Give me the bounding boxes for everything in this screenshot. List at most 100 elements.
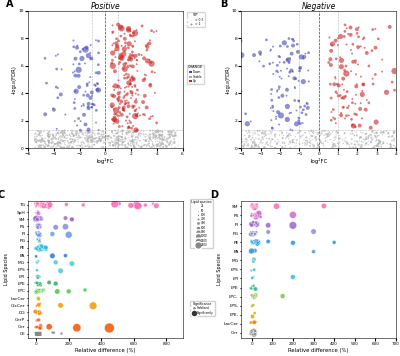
Point (362, 137, 368, 142)
Point (304, 139, 310, 145)
Point (341, 131, 348, 136)
Point (34, 146, 41, 151)
Point (141, 112, 148, 117)
Point (38, 128, 44, 134)
Point (257, 211, 264, 216)
Point (250, 259, 256, 265)
Point (70, 128, 76, 134)
Point (115, 90, 122, 96)
Point (384, 141, 390, 146)
Point (391, 136, 397, 142)
Point (37, 325, 43, 331)
Point (108, 135, 114, 141)
Point (160, 136, 166, 142)
Point (339, 95, 345, 101)
Point (37, 202, 43, 208)
Point (374, 135, 380, 140)
Point (119, 140, 126, 146)
Point (262, 129, 268, 134)
Point (72, 118, 78, 124)
Point (34, 216, 41, 222)
Point (85, 137, 91, 143)
Point (112, 83, 119, 89)
Point (249, 329, 255, 335)
Point (56, 140, 63, 146)
Point (335, 93, 342, 99)
Point (248, 231, 255, 237)
Point (252, 232, 259, 237)
Point (284, 87, 290, 93)
Point (388, 138, 395, 144)
Point (306, 140, 313, 145)
Point (120, 140, 126, 146)
Point (88, 137, 94, 142)
Point (50, 134, 56, 140)
Point (82, 122, 89, 127)
Point (128, 139, 134, 145)
Point (134, 138, 140, 144)
Point (246, 135, 252, 140)
Point (249, 240, 256, 246)
Point (46, 138, 52, 144)
Point (36, 303, 43, 309)
Point (149, 144, 155, 150)
Point (58, 130, 64, 135)
Point (252, 331, 258, 337)
Point (80, 140, 87, 145)
Point (115, 78, 122, 83)
Point (344, 141, 350, 147)
Point (86, 130, 93, 135)
Point (82, 130, 89, 136)
Point (70, 70, 76, 75)
Point (313, 138, 319, 143)
Point (89, 145, 96, 150)
Point (73, 132, 79, 138)
Point (69, 145, 76, 151)
Point (119, 142, 125, 147)
Point (329, 140, 336, 146)
Point (84, 131, 91, 137)
Point (81, 141, 87, 146)
Point (259, 140, 265, 146)
Point (117, 129, 124, 135)
Point (117, 110, 123, 115)
Point (217, 131, 223, 137)
Point (134, 57, 140, 63)
Point (33, 330, 40, 335)
Point (142, 93, 148, 99)
Point (148, 28, 155, 33)
Point (98, 136, 104, 142)
Point (250, 249, 257, 255)
Y-axis label: -log₁₀(FDR): -log₁₀(FDR) (225, 65, 230, 94)
Point (298, 54, 304, 60)
Point (57, 133, 64, 139)
Point (117, 142, 123, 147)
Point (301, 137, 307, 143)
Point (32, 136, 39, 142)
Point (380, 141, 386, 147)
Point (348, 32, 354, 38)
Point (36, 309, 42, 315)
Point (35, 223, 41, 229)
Point (34, 246, 40, 251)
Point (353, 130, 360, 135)
Point (290, 43, 296, 48)
Point (45, 142, 52, 148)
Point (117, 55, 123, 61)
Point (248, 213, 255, 219)
Point (121, 62, 128, 67)
Point (74, 145, 81, 151)
Point (326, 131, 332, 137)
Point (169, 132, 175, 138)
X-axis label: Relative difference (%): Relative difference (%) (75, 348, 136, 353)
Point (77, 129, 83, 135)
Point (111, 118, 118, 124)
Point (223, 112, 230, 117)
Point (112, 136, 118, 141)
Point (285, 141, 292, 147)
Point (144, 58, 151, 64)
Point (249, 293, 255, 298)
Point (370, 27, 376, 32)
Point (87, 56, 94, 61)
Point (87, 74, 94, 80)
